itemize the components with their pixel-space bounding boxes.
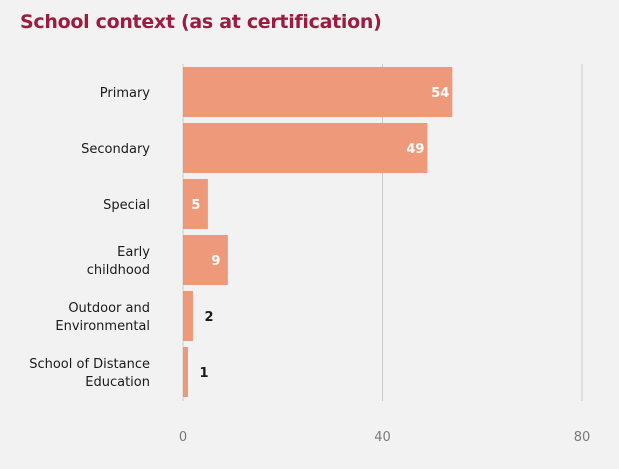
data-label: 9 <box>211 254 220 269</box>
x-tick-label: 40 <box>374 430 391 445</box>
data-label: 1 <box>199 366 208 381</box>
data-label: 49 <box>406 142 424 157</box>
bar <box>183 235 228 285</box>
category-label: Environmental <box>55 319 150 334</box>
data-label: 5 <box>191 198 200 213</box>
category-label: Education <box>85 375 150 390</box>
data-label: 54 <box>431 86 449 101</box>
category-label: Special <box>103 198 150 213</box>
x-tick-label: 80 <box>574 430 591 445</box>
bar <box>183 67 453 117</box>
bar <box>183 291 193 341</box>
category-label: childhood <box>87 263 150 278</box>
category-label: Secondary <box>81 142 150 157</box>
chart-title: School context (as at certification) <box>20 11 382 33</box>
category-label: Early <box>117 245 150 260</box>
bar <box>183 179 208 229</box>
bar <box>183 347 188 397</box>
category-label: School of Distance <box>29 357 150 372</box>
x-tick-label: 0 <box>179 430 187 445</box>
category-label: Primary <box>100 86 151 101</box>
bar <box>183 123 428 173</box>
category-label: Outdoor and <box>68 301 150 316</box>
data-label: 2 <box>204 310 213 325</box>
